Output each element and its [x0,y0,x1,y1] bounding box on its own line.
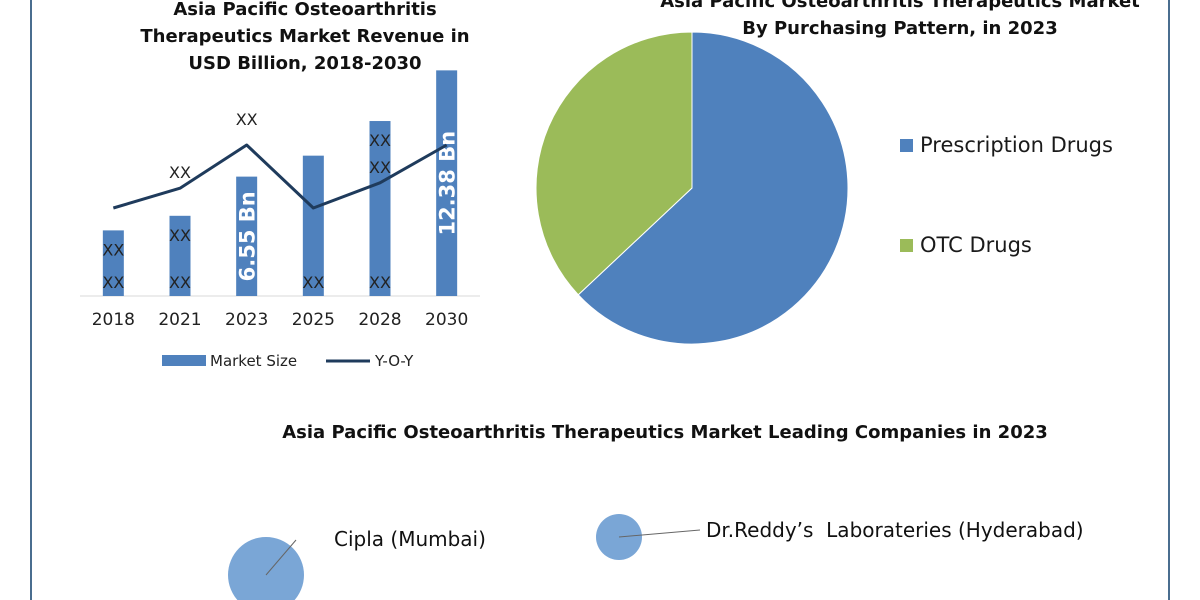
bar-data-label: XX [169,273,191,292]
bar-chart: 2018 XX XX 2021 XX XX 2023 6.55 Bn 2025 XX 2028 XX X… [80,70,480,370]
bar-2023 [236,176,258,296]
frame-right-border [1168,0,1170,600]
bar-2030 [436,70,458,296]
bar-2018 [102,230,124,296]
pie-legend-label: OTC Drugs [920,233,1032,257]
bar-data-label: XX [369,131,391,150]
bar-2025 [302,155,324,296]
line-data-label: XX [169,163,191,182]
bar-2021 [169,215,191,296]
x-tick-label: 2030 [425,310,468,330]
pie-chart-title-line1: Asia Pacific Osteoarthritis Therapeutics… [660,0,1140,12]
x-tick-label: 2025 [292,310,335,330]
companies-title: Asia Pacific Osteoarthritis Therapeutics… [282,422,1048,443]
bar-data-label: XX [369,273,391,292]
bar-data-label: XX [102,240,124,259]
pie-legend-swatch [900,139,913,152]
bar-data-label: 6.55 Bn [236,191,260,281]
pie-chart: Prescription Drugs OTC Drugs [535,31,1113,345]
leader-line-dr-reddys [618,529,700,538]
legend-swatch-market-size [162,355,206,366]
legend-label-yoy: Y-O-Y [374,352,414,370]
line-data-label: XX [369,158,391,177]
companies-chart [228,514,700,600]
bar-data-label: 12.38 Bn [436,131,460,236]
bar-chart-title: Asia Pacific Osteoarthritis Therapeutics… [100,0,510,77]
x-tick-label: 2028 [358,310,401,330]
pie-slice-prescription-drugs [577,31,849,345]
bar-2028 [369,121,391,296]
pie-chart-title-line2: By Purchasing Pattern, in 2023 [742,18,1058,39]
frame-left-border [30,0,32,600]
bar-chart-title-line2: Therapeutics Market Revenue in [140,26,470,47]
x-tick-label: 2021 [158,310,201,330]
pie-legend-label: Prescription Drugs [920,133,1113,157]
x-tick-label: 2018 [92,310,135,330]
bar-chart-title-line1: Asia Pacific Osteoarthritis [173,0,437,20]
bar-data-label: XX [102,273,124,292]
pie-chart-title: Asia Pacific Osteoarthritis Therapeutics… [600,0,1200,42]
bar-chart-title-line3: USD Billion, 2018-2030 [188,53,422,74]
line-data-label: XX [236,110,258,129]
x-tick-label: 2023 [225,310,268,330]
company-label-cipla: Cipla (Mumbai) [334,527,486,551]
company-label-dr-reddys: Dr.Reddy’s Laborateries (Hyderabad) [706,518,1084,542]
bar-data-label: XX [302,273,324,292]
yoy-line [112,143,448,210]
pie-legend-swatch [900,239,913,252]
pie-slice-otc-drugs [535,31,693,296]
bar-data-label: XX [169,226,191,245]
leader-line-cipla [265,539,297,576]
bubble-cipla [228,537,304,600]
legend-label-market-size: Market Size [210,352,297,370]
